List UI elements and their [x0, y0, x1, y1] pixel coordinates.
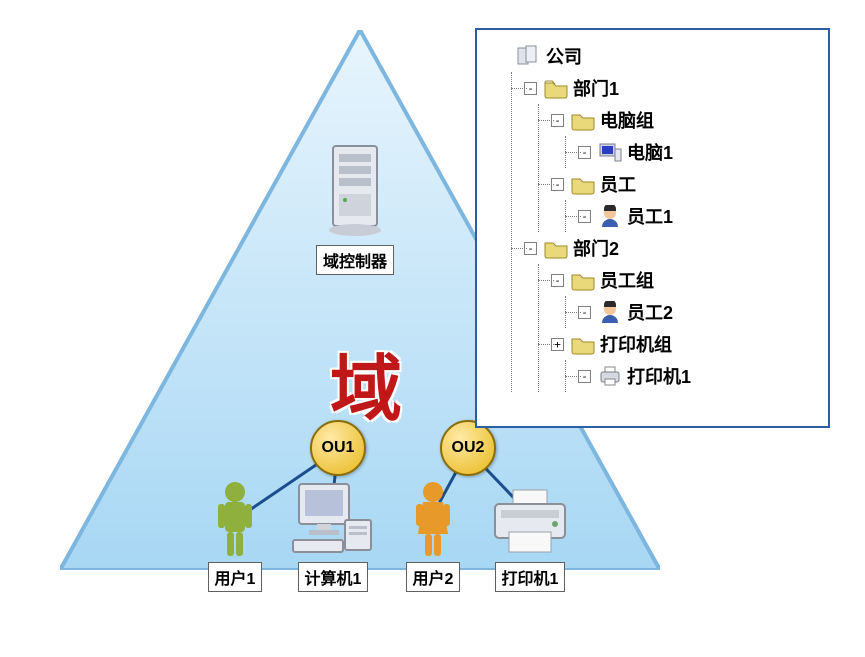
tree-d2-empgroup-row[interactable]: - 员工组 — [539, 264, 820, 296]
tree-d1-compgroup-row[interactable]: - 电脑组 — [539, 104, 820, 136]
expander-minus-icon[interactable]: - — [578, 146, 591, 159]
computer-small-icon — [597, 140, 623, 164]
folder-icon — [543, 236, 569, 260]
domain-controller: 域控制器 — [310, 140, 400, 275]
person-icon — [408, 480, 458, 558]
user2-item: 用户2 — [398, 480, 468, 592]
tree-d1-emp1-label: 员工1 — [627, 203, 673, 229]
tree-d2-printgroup-label: 打印机组 — [600, 331, 672, 357]
expander-minus-icon[interactable]: - — [551, 274, 564, 287]
ou2-label: OU2 — [452, 439, 485, 457]
tree-d2-emp2-row[interactable]: - 员工2 — [566, 296, 820, 328]
printer1-item: 打印机1 — [480, 488, 580, 592]
expander-minus-icon[interactable]: - — [524, 82, 537, 95]
expander-minus-icon[interactable]: - — [524, 242, 537, 255]
person-small-icon — [597, 204, 623, 228]
tree-d2-empgroup: - 员工组 - 员工2 — [539, 264, 820, 328]
org-tree: 公司 - 部门1 - 电脑组 — [485, 40, 820, 392]
tree-dept2-label: 部门2 — [573, 235, 619, 261]
tree-root-label: 公司 — [546, 43, 582, 69]
user1-item: 用户1 — [200, 480, 270, 592]
tree-dept1-label: 部门1 — [573, 75, 619, 101]
folder-icon — [570, 172, 596, 196]
tree-d2-empgroup-label: 员工组 — [600, 267, 654, 293]
printer1-label: 打印机1 — [495, 562, 566, 592]
expander-minus-icon[interactable]: - — [551, 178, 564, 191]
tree-d1-empgroup-label: 员工 — [600, 171, 636, 197]
tree-d1-comp1-label: 电脑1 — [627, 139, 673, 165]
tree-d2-printer1-label: 打印机1 — [627, 363, 691, 389]
folder-icon — [570, 268, 596, 292]
user1-label: 用户1 — [208, 562, 263, 592]
tree-dept2: - 部门2 - 员工组 — [512, 232, 820, 392]
tree-dept2-row[interactable]: - 部门2 — [512, 232, 820, 264]
tree-dept1-row[interactable]: - 部门1 — [512, 72, 820, 104]
tree-d2-printgroup-row[interactable]: + 打印机组 — [539, 328, 820, 360]
tree-d2-printer1-row[interactable]: - 打印机1 — [566, 360, 820, 392]
ou1-label: OU1 — [322, 439, 355, 457]
printer-small-icon — [597, 364, 623, 388]
tree-d1-compgroup: - 电脑组 - 电脑1 — [539, 104, 820, 168]
printer-icon — [485, 488, 575, 558]
tree-d1-compgroup-label: 电脑组 — [600, 107, 654, 133]
tree-d1-emp1-row[interactable]: - 员工1 — [566, 200, 820, 232]
expander-plus-icon[interactable]: + — [551, 338, 564, 351]
tree-d1-comp1-row[interactable]: - 电脑1 — [566, 136, 820, 168]
computer-icon — [289, 480, 377, 558]
folder-icon — [570, 332, 596, 356]
domain-controller-label: 域控制器 — [316, 245, 394, 275]
person-icon — [210, 480, 260, 558]
tree-d1-empgroup: - 员工 - 员工1 — [539, 168, 820, 232]
org-tree-panel: 公司 - 部门1 - 电脑组 — [475, 28, 830, 428]
person-small-icon — [597, 300, 623, 324]
expander-blank — [497, 50, 510, 63]
diagram-canvas: 域控制器 域 OU1 OU2 用户1 计算机1 — [0, 0, 865, 657]
server-group-icon — [516, 44, 542, 68]
tree-d2-emp2-label: 员工2 — [627, 299, 673, 325]
tree-dept1: - 部门1 - 电脑组 — [512, 72, 820, 232]
expander-minus-icon[interactable]: - — [551, 114, 564, 127]
expander-minus-icon[interactable]: - — [578, 210, 591, 223]
tree-d2-printgroup: + 打印机组 - 打印机1 — [539, 328, 820, 392]
computer1-label: 计算机1 — [298, 562, 369, 592]
tree-root-row[interactable]: 公司 — [485, 40, 820, 72]
computer1-item: 计算机1 — [283, 480, 383, 592]
folder-icon — [570, 108, 596, 132]
user2-label: 用户2 — [406, 562, 461, 592]
ou1-node: OU1 — [310, 420, 366, 476]
folder-icon — [543, 76, 569, 100]
tree-d1-empgroup-row[interactable]: - 员工 — [539, 168, 820, 200]
expander-minus-icon[interactable]: - — [578, 306, 591, 319]
ou2-node: OU2 — [440, 420, 496, 476]
expander-minus-icon[interactable]: - — [578, 370, 591, 383]
